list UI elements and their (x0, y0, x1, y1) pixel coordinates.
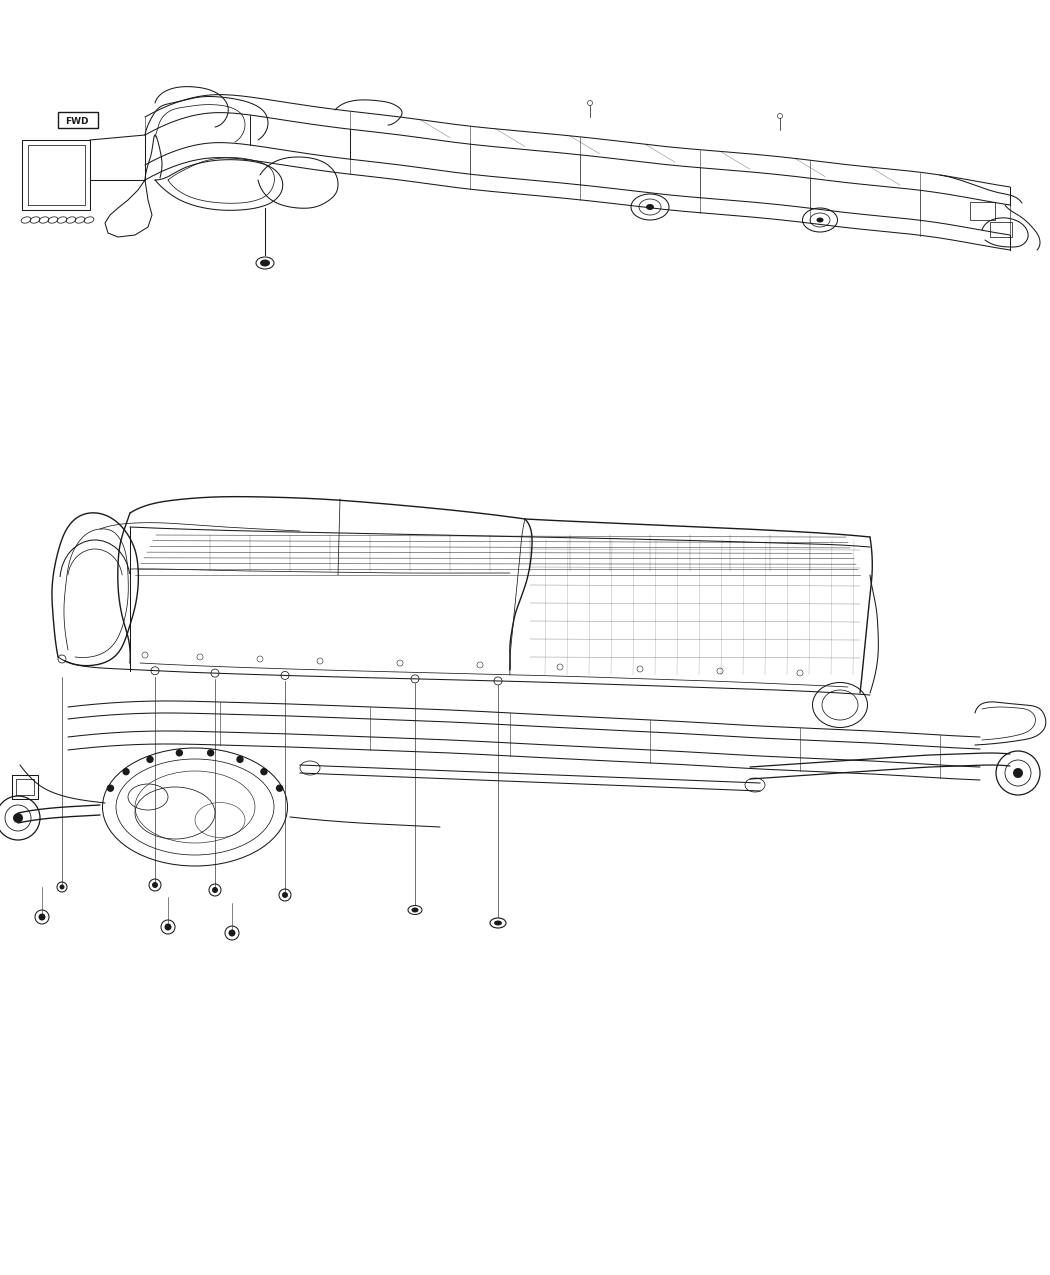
Ellipse shape (260, 260, 270, 266)
Circle shape (165, 923, 171, 931)
Circle shape (237, 756, 243, 762)
Ellipse shape (817, 218, 823, 223)
Circle shape (176, 750, 183, 756)
Circle shape (152, 882, 158, 887)
Circle shape (282, 892, 288, 898)
Circle shape (147, 756, 153, 762)
Bar (990, 222, 1012, 237)
Circle shape (1013, 768, 1023, 778)
Ellipse shape (494, 921, 502, 926)
Circle shape (212, 887, 218, 892)
Bar (58, 112, 98, 128)
Text: FWD: FWD (65, 117, 88, 126)
Circle shape (229, 929, 235, 937)
Bar (970, 201, 995, 221)
Circle shape (39, 913, 45, 921)
Circle shape (261, 769, 267, 775)
Ellipse shape (412, 908, 419, 913)
Circle shape (107, 785, 113, 792)
Circle shape (60, 885, 64, 890)
Circle shape (276, 785, 282, 792)
Circle shape (123, 769, 129, 775)
Circle shape (13, 813, 23, 822)
Circle shape (208, 750, 213, 756)
Ellipse shape (646, 204, 654, 210)
